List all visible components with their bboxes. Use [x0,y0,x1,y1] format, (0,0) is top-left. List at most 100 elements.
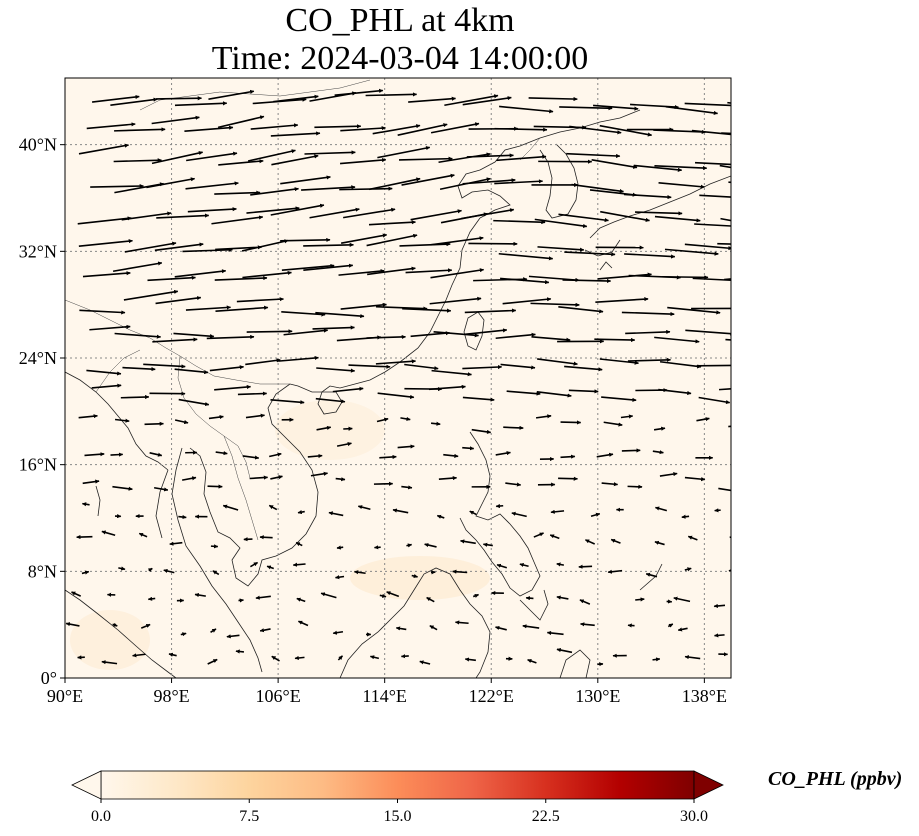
wind-arrow [174,368,209,375]
wind-arrow [340,157,387,165]
wind-arrow [564,365,603,372]
wind-arrow [348,364,391,369]
wind-arrow [156,96,202,101]
wind-arrow [718,388,731,391]
wind-arrow [430,236,484,246]
wind-arrow [430,421,441,426]
wind-arrow [429,296,482,305]
x-tick-label: 122°E [469,686,514,706]
wind-arrow [654,336,700,344]
wind-arrow [684,655,701,660]
wind-arrow [462,396,495,402]
wind-arrow [694,223,731,227]
wind-arrow [410,331,451,338]
wind-arrow [144,421,164,426]
wind-arrow [185,305,231,311]
wind-arrow [376,417,389,423]
wind-arrow [226,634,240,639]
wind-arrow [78,239,133,248]
wind-arrow [353,570,366,575]
wind-arrow [428,384,466,391]
wind-arrow [494,127,548,132]
wind-arrow [124,241,177,253]
wind-arrow [692,277,731,282]
wind-arrow [627,357,671,362]
wind-arrow [658,388,692,396]
wind-arrow [169,541,183,546]
wind-arrow [207,658,218,665]
wind-arrow [178,514,187,520]
wind-arrow [182,476,197,481]
wind-arrow [559,106,613,111]
wind-arrow [696,417,710,422]
wind-arrow [336,441,352,447]
wind-arrow [91,94,140,103]
wind-arrow [673,596,691,603]
wind-arrow [249,561,258,568]
wind-arrow [206,334,255,340]
concentration-patch [275,400,385,460]
wind-arrow [112,261,163,273]
wind-arrow [659,360,702,369]
wind-arrow [499,105,554,114]
wind-arrow [719,164,731,169]
wind-arrow [482,542,493,547]
wind-arrow [110,452,124,457]
wind-arrow [339,186,393,191]
wind-arrow [386,591,400,598]
wind-arrow [546,630,564,636]
wind-arrow [460,539,476,545]
wind-arrow [143,363,186,369]
wind-arrow [496,563,508,569]
wind-arrow [78,414,98,419]
wind-arrow [464,328,508,336]
x-tick-label: 138°E [682,686,727,706]
wind-arrow [343,207,396,219]
wind-arrow [215,451,228,456]
wind-arrow [681,514,690,519]
wind-arrow [294,655,305,661]
wind-arrow [296,597,306,603]
wind-arrow [332,386,364,393]
wind-arrow [337,655,344,661]
wind-arrow [147,596,156,601]
wind-arrow [560,454,576,459]
wind-arrow [721,132,731,135]
wind-arrow [281,263,335,271]
wind-arrow [433,330,479,338]
wind-arrow [375,359,416,365]
wind-arrow [402,307,452,313]
wind-arrow [569,125,622,135]
wind-arrow [340,302,387,310]
wind-arrow [372,124,421,135]
wind-arrow [610,538,621,544]
wind-arrow [334,88,384,97]
wind-arrow [112,622,118,627]
map-title: CO_PHL at 4km Time: 2024-03-04 14:00:00 [0,2,800,78]
wind-arrow [217,115,265,129]
wind-arrow [511,511,527,518]
wind-arrow [366,334,406,340]
wind-arrow [469,510,477,516]
wind-arrow [163,568,175,574]
wind-arrow [537,246,585,252]
wind-arrow [397,123,448,136]
wind-arrow [377,392,415,399]
wind-arrow [438,152,491,164]
wind-arrow [471,428,492,434]
wind-arrow [280,237,331,243]
wind-arrow [340,126,386,132]
wind-arrow [398,156,453,161]
wind-arrow [215,305,269,313]
wind-arrow [714,633,725,638]
wind-arrow [400,654,409,659]
wind-arrow [535,414,552,419]
colorbar-label: CO_PHL (ppbv) [768,768,903,790]
wind-arrow [438,476,457,481]
wind-arrow [152,337,198,343]
wind-arrow [410,209,462,221]
wind-arrow [436,514,445,519]
wind-arrow [452,569,468,574]
wind-arrow [405,268,453,274]
wind-arrow [340,233,388,244]
